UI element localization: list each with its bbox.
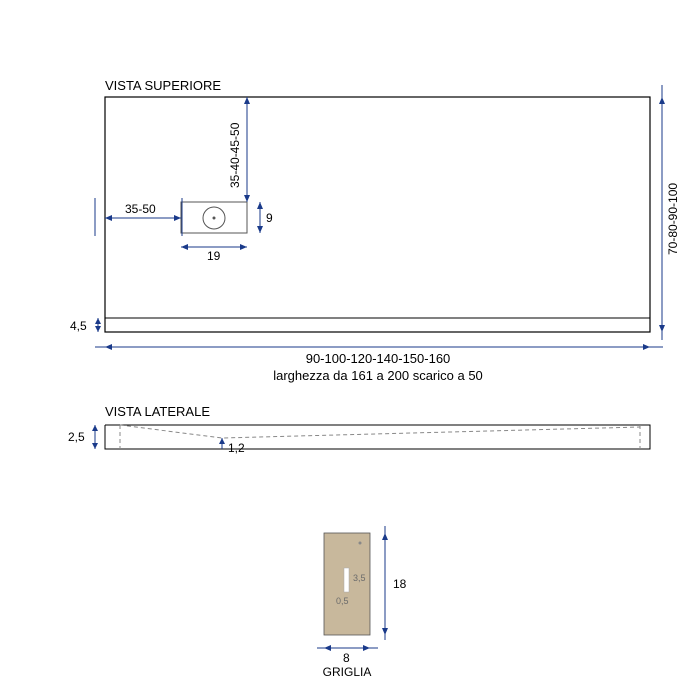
dim-vertical-offset: 35-40-45-50 [228, 122, 242, 188]
dim-side-low: 1,2 [228, 441, 245, 455]
arrow-rh1 [659, 97, 665, 104]
arrow-rh2 [659, 325, 665, 332]
top-view-title: VISTA SUPERIORE [105, 78, 221, 93]
arrow-sh2 [92, 443, 98, 449]
arrow-l2 [174, 215, 181, 221]
arrow-gw2 [363, 645, 370, 651]
arrow-dw1 [181, 244, 188, 250]
side-profile-slope [120, 425, 640, 438]
arrow-e2 [95, 326, 101, 332]
dim-griglia-width: 8 [343, 651, 350, 665]
arrow-dh2 [257, 226, 263, 233]
griglia-label: GRIGLIA [323, 665, 372, 679]
dim-width-options: 90-100-120-140-150-160 [306, 351, 451, 366]
dim-left-offset: 35-50 [125, 202, 156, 216]
arrow-lp [219, 438, 225, 444]
arrow-dw2 [240, 244, 247, 250]
dim-slot-w: 0,5 [336, 596, 349, 606]
arrow-l1 [105, 215, 112, 221]
dim-bottom-edge: 4,5 [70, 319, 87, 333]
arrow-bw2 [643, 344, 650, 350]
width-note: larghezza da 161 a 200 scarico a 50 [273, 368, 483, 383]
dim-side-height: 2,5 [68, 430, 85, 444]
arrow-bw1 [105, 344, 112, 350]
arrow-gh2 [382, 628, 388, 635]
arrow-dh1 [257, 202, 263, 209]
arrow-v1 [244, 97, 250, 104]
arrow-gh1 [382, 533, 388, 540]
dim-drain-height: 9 [266, 211, 273, 225]
dim-drain-width: 19 [207, 249, 221, 263]
side-view-title: VISTA LATERALE [105, 404, 210, 419]
arrow-sh1 [92, 425, 98, 431]
dim-griglia-height: 18 [393, 577, 407, 591]
arrow-v2 [244, 195, 250, 202]
griglia-dot [359, 542, 362, 545]
arrow-e1 [95, 318, 101, 324]
dim-right-height: 70-80-90-100 [666, 183, 680, 255]
drain-center [213, 217, 216, 220]
griglia-slot [344, 568, 349, 592]
dim-slot-h: 3,5 [353, 573, 366, 583]
top-view-tray [105, 97, 650, 332]
arrow-gw1 [324, 645, 331, 651]
